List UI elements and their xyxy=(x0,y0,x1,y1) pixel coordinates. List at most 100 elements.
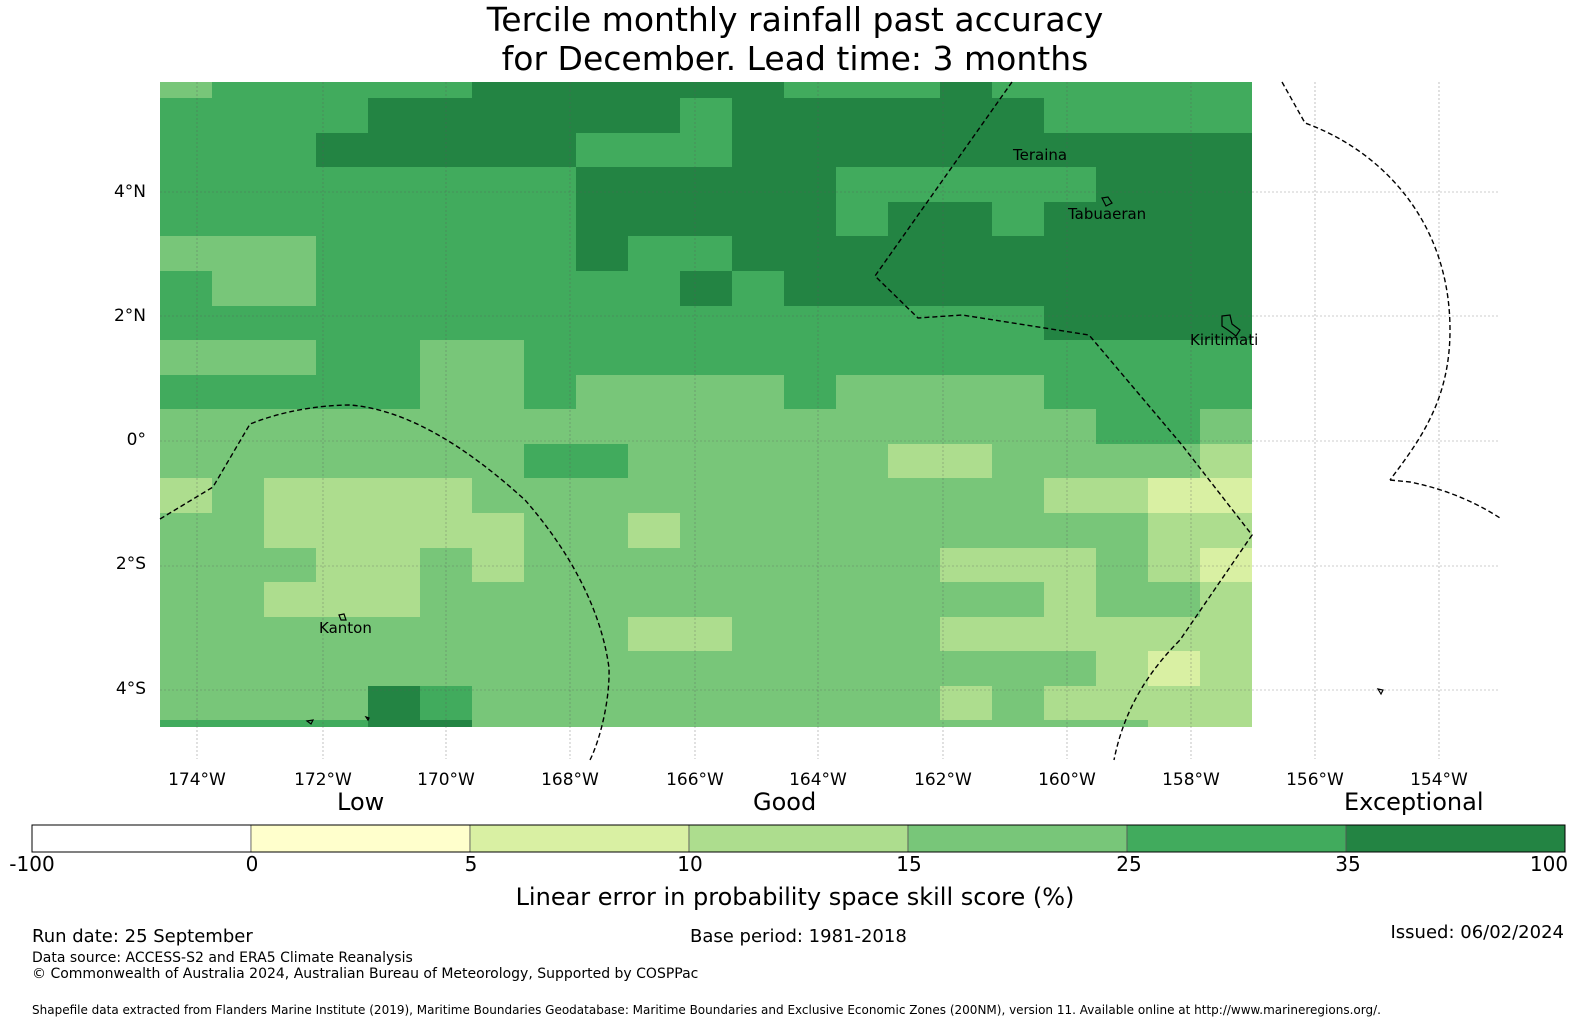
grid-cell xyxy=(264,720,316,727)
grid-cell xyxy=(576,686,628,720)
grid-cell xyxy=(1044,513,1096,548)
grid-cell xyxy=(836,98,888,133)
grid-cell xyxy=(368,548,420,582)
lat-label-4s: 4°S xyxy=(115,679,146,699)
grid-cell xyxy=(472,82,524,98)
grid-cell xyxy=(888,98,940,133)
grid-cell xyxy=(472,98,524,133)
grid-cell xyxy=(524,236,576,271)
grid-cell xyxy=(992,167,1044,202)
grid-cell xyxy=(680,513,732,548)
grid-cell xyxy=(576,271,628,306)
legend-category-low: Low xyxy=(337,788,385,816)
grid-cell xyxy=(1096,98,1148,133)
grid-cell xyxy=(1200,375,1252,409)
grid-cell xyxy=(264,306,316,340)
island-small-3 xyxy=(1376,688,1384,696)
grid-cell xyxy=(784,340,836,375)
grid-cell xyxy=(888,548,940,582)
grid-cell xyxy=(472,478,524,513)
grid-cell xyxy=(264,686,316,720)
grid-cell xyxy=(732,202,784,236)
grid-cell xyxy=(420,651,472,686)
grid-cell xyxy=(628,167,680,202)
grid-cell xyxy=(732,444,784,478)
grid-cell xyxy=(212,306,264,340)
grid-cell xyxy=(472,202,524,236)
grid-cell xyxy=(940,167,992,202)
grid-cell xyxy=(836,306,888,340)
grid-cell xyxy=(836,651,888,686)
grid-cell xyxy=(732,720,784,727)
grid-cell xyxy=(1044,720,1096,727)
place-label-teraina: Teraina xyxy=(1013,146,1068,164)
grid-cell xyxy=(888,202,940,236)
lon-label-172w: 172°W xyxy=(294,770,352,790)
grid-cell xyxy=(680,720,732,727)
grid-cell xyxy=(316,582,368,617)
grid-cell xyxy=(1096,271,1148,306)
eez-boundary-circle-phoenix xyxy=(159,404,610,761)
grid-cell xyxy=(1148,582,1200,617)
grid-cell xyxy=(1044,617,1096,651)
grid-cell xyxy=(836,617,888,651)
grid-cell xyxy=(212,582,264,617)
grid-cell xyxy=(212,686,264,720)
grid-cell xyxy=(992,306,1044,340)
grid-cell xyxy=(628,478,680,513)
grid-cell xyxy=(888,686,940,720)
grid-cell xyxy=(576,375,628,409)
grid-cell xyxy=(992,478,1044,513)
grid-cell xyxy=(1200,340,1252,375)
grid-cell xyxy=(524,98,576,133)
grid-cell xyxy=(212,409,264,444)
grid-cell xyxy=(940,340,992,375)
grid-cell xyxy=(1200,720,1252,727)
grid-cell xyxy=(576,133,628,167)
grid-cell xyxy=(368,236,420,271)
grid-cell xyxy=(888,133,940,167)
grid-cell xyxy=(732,167,784,202)
grid-cell xyxy=(732,513,784,548)
eez-boundaries xyxy=(159,81,1501,761)
grid-cell xyxy=(1096,409,1148,444)
grid-cell xyxy=(472,444,524,478)
grid-cell xyxy=(680,202,732,236)
grid-cell xyxy=(264,617,316,651)
grid-cell xyxy=(576,478,628,513)
grid-cell xyxy=(732,271,784,306)
grid-cell xyxy=(1096,513,1148,548)
place-label-kiritimati: Kiritimati xyxy=(1190,331,1259,349)
grid-cell xyxy=(680,98,732,133)
grid-cell xyxy=(784,271,836,306)
grid-cell xyxy=(784,686,836,720)
grid-cell xyxy=(1148,478,1200,513)
grid-cell xyxy=(264,202,316,236)
grid-cell xyxy=(1148,340,1200,375)
grid-cell xyxy=(472,340,524,375)
grid-cell xyxy=(732,582,784,617)
grid-cell xyxy=(732,409,784,444)
grid-cell xyxy=(1096,548,1148,582)
grid-cell xyxy=(732,340,784,375)
grid-cell xyxy=(784,133,836,167)
grid-cell xyxy=(160,375,212,409)
grid-cell xyxy=(1200,409,1252,444)
grid-cell xyxy=(628,375,680,409)
grid-cell xyxy=(628,98,680,133)
lon-label-162w: 162°W xyxy=(914,770,972,790)
grid-cell xyxy=(576,98,628,133)
legend-axis-label: Linear error in probability space skill … xyxy=(515,883,1075,911)
legend-swatch xyxy=(1345,824,1566,853)
grid-cell xyxy=(628,133,680,167)
grid-cell xyxy=(160,582,212,617)
grid-cell xyxy=(1044,478,1096,513)
grid-cell xyxy=(316,513,368,548)
grid-cell xyxy=(992,236,1044,271)
skill-grid xyxy=(160,82,1252,727)
grid-cell xyxy=(368,582,420,617)
grid-cell xyxy=(836,271,888,306)
grid-cell xyxy=(264,375,316,409)
grid-cell xyxy=(1044,98,1096,133)
grid-cell xyxy=(1200,686,1252,720)
